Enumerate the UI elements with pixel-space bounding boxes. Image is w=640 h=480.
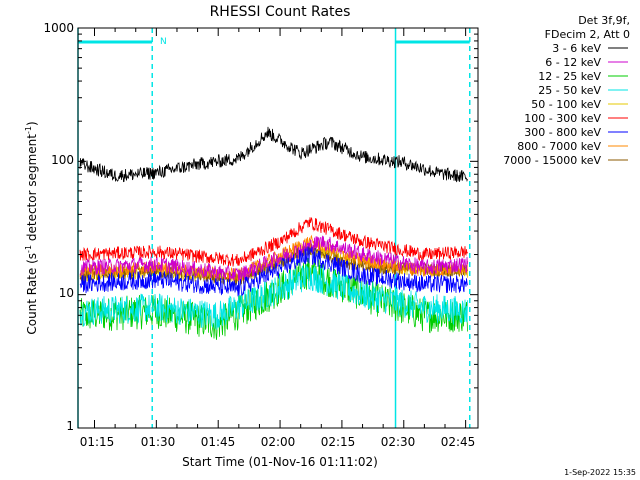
- x-tick-label-0230: 02:30: [381, 435, 416, 449]
- series-line-2: [79, 255, 468, 340]
- legend-label-0: 3 - 6 keV: [552, 42, 601, 55]
- y-axis-title-sup-2: -1: [24, 126, 33, 134]
- series-line-7: [79, 234, 468, 282]
- x-tick-label-0215: 02:15: [321, 435, 356, 449]
- legend-header-decimation: FDecim 2, Att 0: [545, 28, 630, 41]
- series-line-6: [79, 246, 468, 297]
- footer-timestamp: 1-Sep-2022 15:35: [564, 468, 636, 477]
- series-line-1: [79, 235, 468, 283]
- y-axis-title: Count Rate (s-1 detector segment-1): [24, 121, 39, 334]
- chart-title: RHESSI Count Rates: [210, 4, 351, 20]
- night-annotation-label: N: [160, 37, 167, 47]
- y-axis-title-sup-1: -1: [24, 245, 33, 253]
- legend-label-2: 12 - 25 keV: [538, 70, 601, 83]
- series-line-5: [79, 217, 468, 267]
- y-axis-title-part-3: ): [25, 121, 39, 126]
- legend-label-6: 300 - 800 keV: [524, 126, 601, 139]
- y-tick-label-10: 10: [59, 286, 74, 300]
- plot-frame: [77, 27, 479, 429]
- y-tick-label-100: 100: [51, 153, 74, 167]
- legend-label-7: 800 - 7000 keV: [517, 140, 601, 153]
- x-tick-label-0145: 01:45: [201, 435, 236, 449]
- y-tick-label-1000: 1000: [43, 21, 74, 35]
- legend-label-3: 25 - 50 keV: [538, 84, 601, 97]
- series-line-0: [79, 126, 468, 183]
- y-axis-title-part-1: Count Rate (s: [25, 253, 39, 335]
- legend-header-detectors: Det 3f,9f,: [578, 14, 630, 27]
- legend-label-1: 6 - 12 keV: [545, 56, 601, 69]
- y-tick-label-1: 1: [66, 419, 74, 433]
- legend-label-8: 7000 - 15000 keV: [503, 154, 601, 167]
- plot-axes: [77, 27, 479, 429]
- x-tick-label-0130: 01:30: [141, 435, 176, 449]
- legend-label-5: 100 - 300 keV: [524, 112, 601, 125]
- x-tick-label-0115: 01:15: [80, 435, 115, 449]
- series-lines: [79, 126, 468, 340]
- legend-label-4: 50 - 100 keV: [531, 98, 601, 111]
- x-tick-label-0245: 02:45: [441, 435, 476, 449]
- series-line-3: [79, 264, 468, 330]
- x-axis-title: Start Time (01-Nov-16 01:11:02): [182, 455, 378, 469]
- x-tick-label-0200: 02:00: [261, 435, 296, 449]
- y-axis-title-part-2: detector segment: [25, 134, 39, 245]
